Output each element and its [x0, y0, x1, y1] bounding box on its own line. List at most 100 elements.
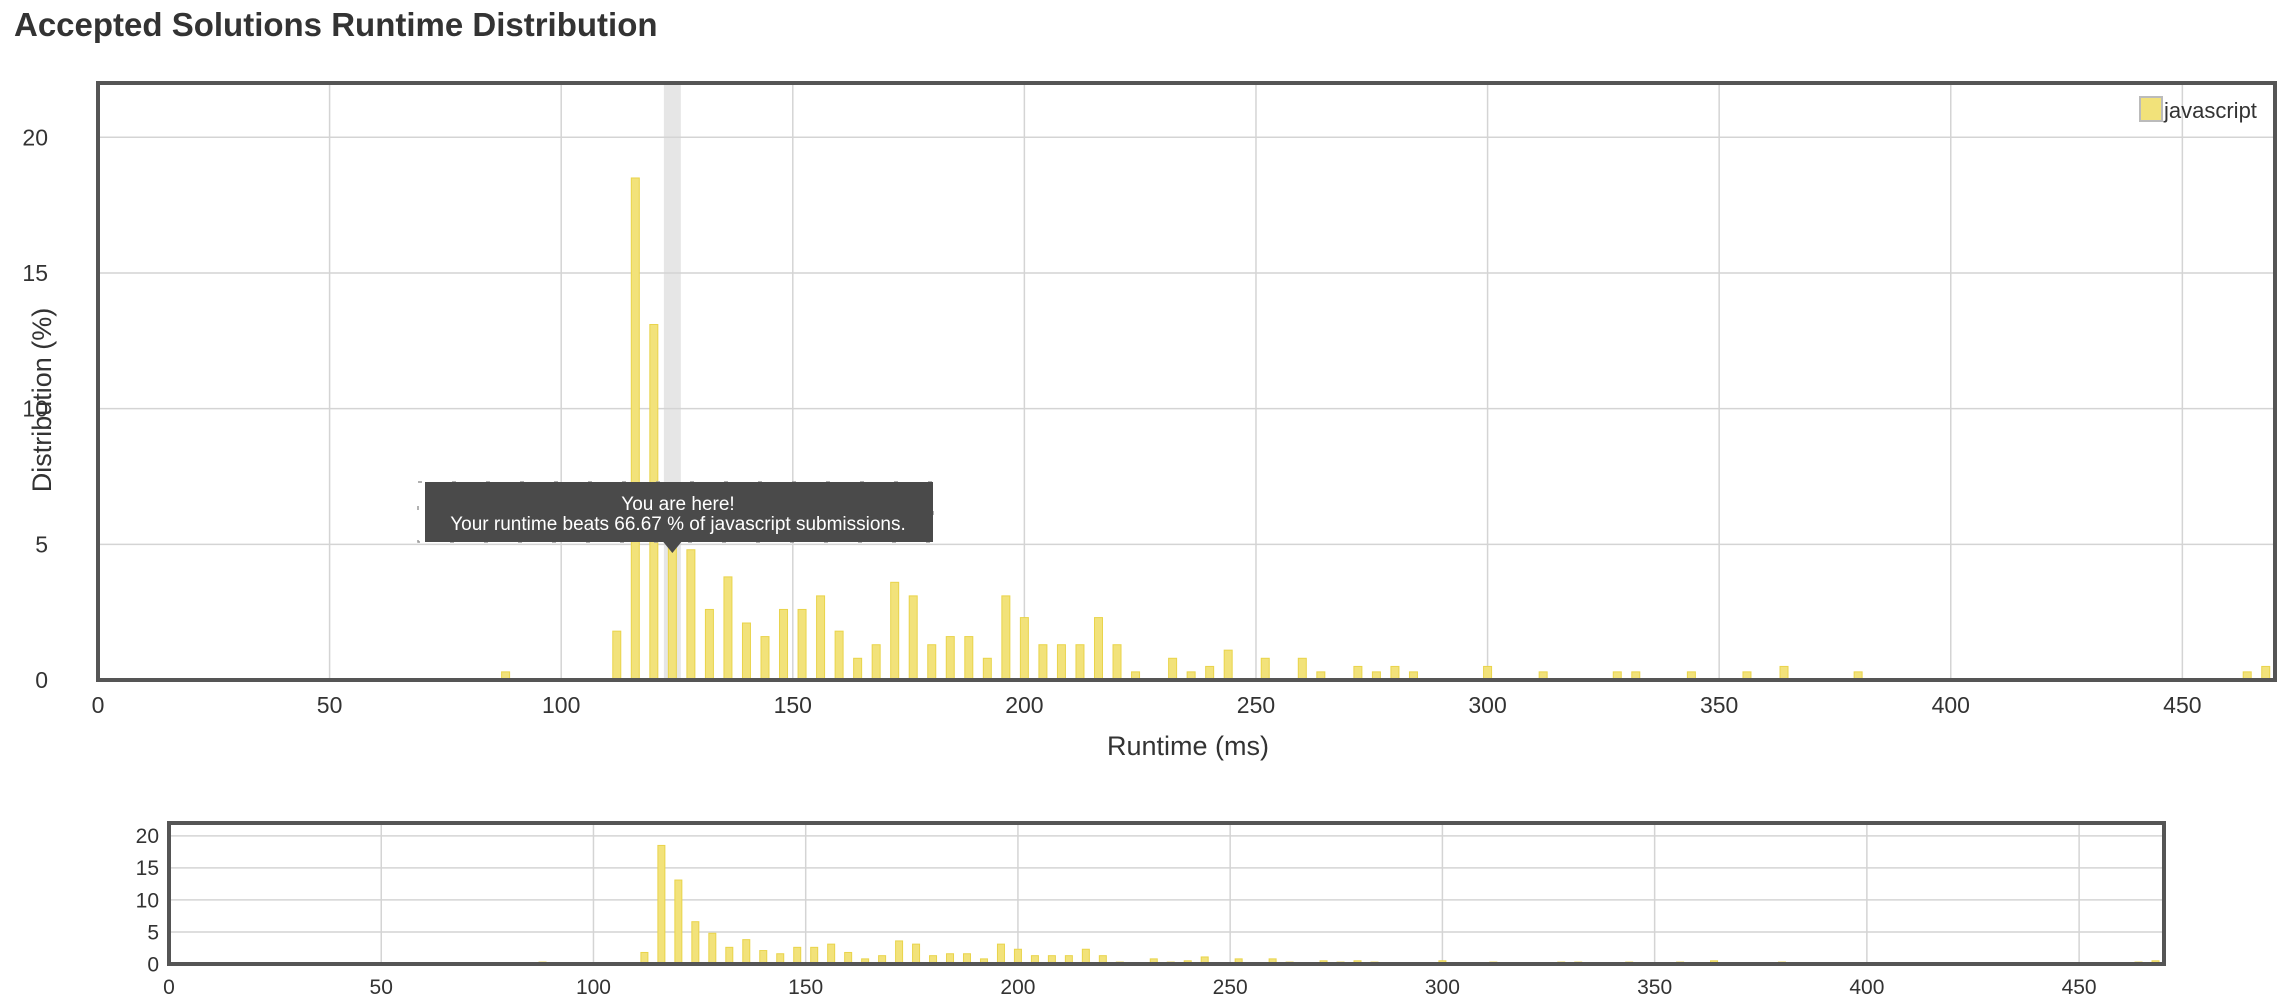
bar[interactable]	[2134, 961, 2143, 965]
x-tick-label: 450	[2062, 976, 2097, 999]
bar[interactable]	[895, 940, 904, 965]
bar[interactable]	[630, 177, 640, 681]
bar[interactable]	[538, 961, 547, 965]
bar[interactable]	[912, 943, 921, 965]
bar[interactable]	[1557, 961, 1566, 965]
bar[interactable]	[834, 630, 844, 681]
bar[interactable]	[1064, 955, 1073, 965]
bar[interactable]	[963, 953, 971, 965]
bar[interactable]	[1056, 644, 1066, 681]
bar[interactable]	[927, 644, 937, 681]
bar[interactable]	[1574, 961, 1583, 965]
bar[interactable]	[1112, 644, 1122, 681]
bar[interactable]	[1205, 665, 1215, 681]
bar[interactable]	[1625, 961, 1634, 965]
y-tick-label: 5	[147, 921, 159, 944]
x-tick-label: 200	[1005, 692, 1043, 718]
bar[interactable]	[1234, 958, 1243, 965]
x-tick-label: 100	[576, 976, 611, 999]
bar[interactable]	[1115, 961, 1124, 965]
bar[interactable]	[686, 549, 696, 681]
legend[interactable]: javascript	[2139, 96, 2257, 123]
bar[interactable]	[1483, 665, 1493, 681]
bar[interactable]	[1285, 961, 1294, 965]
bar[interactable]	[1075, 644, 1085, 681]
bar[interactable]	[827, 943, 836, 965]
bar[interactable]	[1093, 617, 1103, 681]
bar[interactable]	[890, 581, 900, 681]
bar[interactable]	[1710, 960, 1719, 965]
bar[interactable]	[793, 946, 802, 965]
bar[interactable]	[759, 950, 768, 965]
bar[interactable]	[810, 946, 819, 965]
bar[interactable]	[929, 955, 938, 965]
x-tick-label: 200	[1000, 976, 1035, 999]
bar[interactable]	[1353, 960, 1362, 965]
bar[interactable]	[1336, 961, 1345, 965]
y-tick-label: 5	[35, 531, 48, 557]
bar[interactable]	[908, 595, 918, 681]
bar[interactable]	[742, 939, 751, 965]
bar[interactable]	[1779, 665, 1789, 681]
bar[interactable]	[1260, 657, 1270, 681]
bar[interactable]	[945, 636, 955, 681]
bar[interactable]	[741, 622, 751, 681]
bar[interactable]	[704, 608, 714, 681]
bar[interactable]	[691, 921, 700, 965]
bar[interactable]	[723, 576, 733, 681]
bar[interactable]	[946, 953, 955, 965]
tooltip-box	[425, 482, 933, 542]
bar[interactable]	[1081, 948, 1090, 965]
bar[interactable]	[996, 943, 1005, 965]
bar[interactable]	[760, 636, 770, 681]
bar[interactable]	[1149, 958, 1158, 965]
bar[interactable]	[844, 951, 853, 965]
bar[interactable]	[816, 595, 826, 681]
bar[interactable]	[853, 657, 863, 681]
bar[interactable]	[982, 657, 992, 681]
bar[interactable]	[1098, 955, 1107, 965]
bar[interactable]	[725, 946, 734, 965]
bar[interactable]	[1183, 960, 1192, 965]
bar[interactable]	[1030, 955, 1039, 965]
main-chart[interactable]: 0 50 100 150 200 250 300 350 400 450 0 5 10 15 20 Run…	[0, 0, 2294, 770]
x-tick-label: 250	[1213, 976, 1248, 999]
bar[interactable]	[1676, 961, 1685, 965]
bar[interactable]	[1013, 948, 1022, 965]
x-tick-label: 350	[1700, 692, 1738, 718]
bar[interactable]	[640, 951, 649, 965]
bar[interactable]	[708, 932, 717, 965]
bar[interactable]	[1223, 649, 1233, 681]
x-tick-label: 50	[317, 692, 343, 718]
bar[interactable]	[1777, 961, 1786, 965]
bar[interactable]	[1297, 657, 1307, 681]
bar[interactable]	[1489, 961, 1498, 965]
bar[interactable]	[1166, 961, 1175, 965]
bar[interactable]	[612, 630, 622, 681]
bar[interactable]	[797, 608, 807, 681]
bar[interactable]	[2151, 960, 2160, 965]
bar[interactable]	[2261, 665, 2271, 681]
bar[interactable]	[1019, 617, 1029, 681]
bar[interactable]	[1038, 644, 1048, 681]
bar[interactable]	[964, 636, 974, 681]
bar[interactable]	[871, 644, 881, 681]
bar[interactable]	[657, 844, 666, 965]
bar[interactable]	[1001, 595, 1011, 681]
bar[interactable]	[776, 953, 785, 965]
overview-x-ticks: 0 50 100 150 200 250 300 350 400 450	[163, 976, 2096, 999]
bar[interactable]	[1438, 960, 1447, 965]
bar[interactable]	[1353, 665, 1363, 681]
bar[interactable]	[1047, 955, 1056, 965]
bar[interactable]	[1268, 958, 1277, 965]
bar[interactable]	[1200, 956, 1209, 965]
bar[interactable]	[674, 879, 683, 965]
bar[interactable]	[779, 608, 789, 681]
bar[interactable]	[1390, 665, 1400, 681]
bar[interactable]	[861, 958, 870, 965]
bar[interactable]	[878, 955, 887, 965]
bar[interactable]	[1370, 961, 1379, 965]
bar[interactable]	[1168, 657, 1178, 681]
bar[interactable]	[1319, 960, 1328, 965]
bar[interactable]	[979, 958, 988, 965]
